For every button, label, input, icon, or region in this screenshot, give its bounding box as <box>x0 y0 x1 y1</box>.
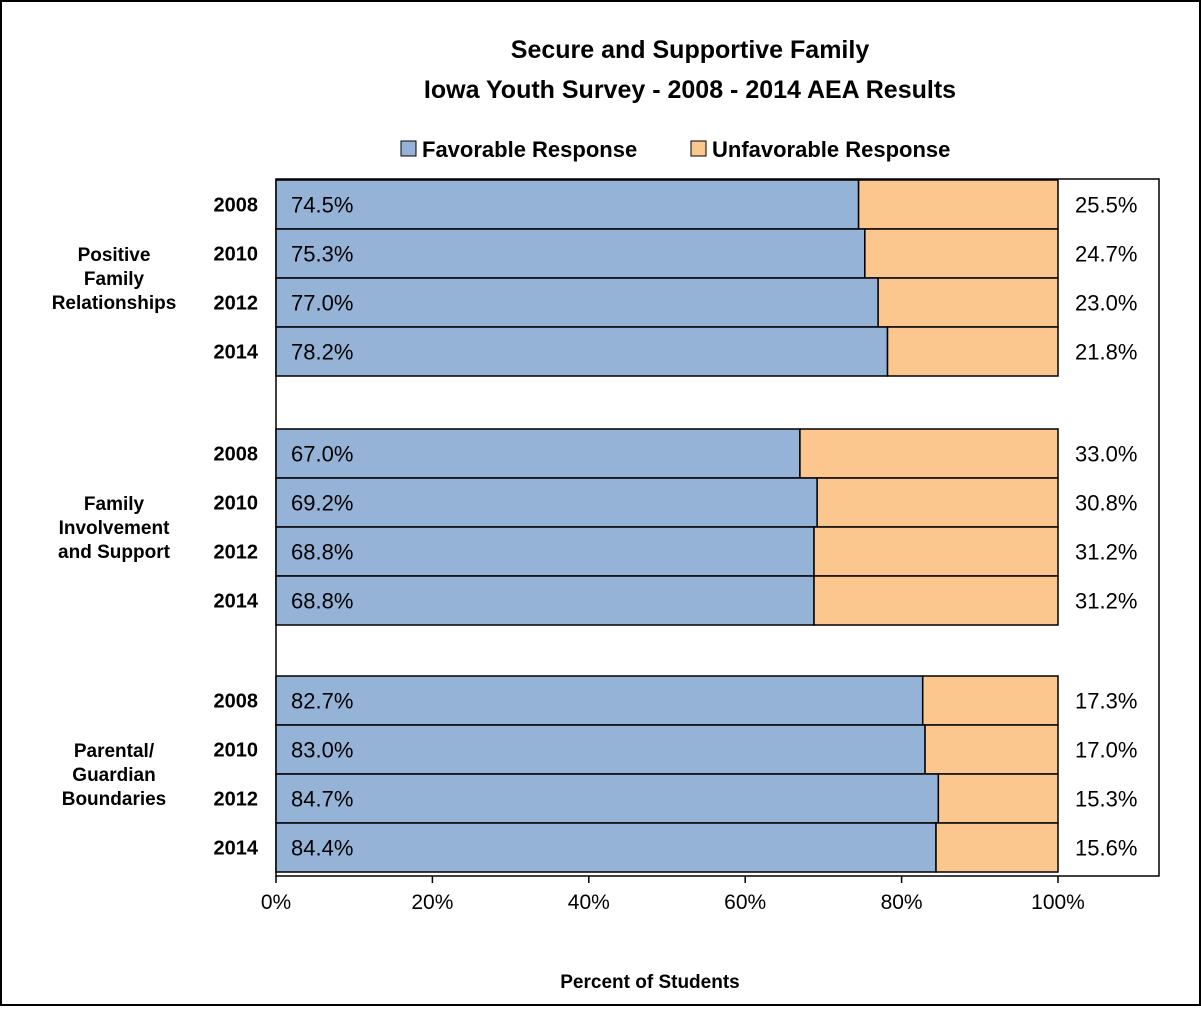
x-tick-label: 40% <box>568 891 610 914</box>
data-label-unfavorable: 31.2% <box>1075 540 1137 565</box>
group-label: Positive <box>78 245 151 266</box>
year-label: 2014 <box>214 838 259 860</box>
year-label: 2008 <box>214 691 259 713</box>
bar-unfavorable <box>813 575 1059 626</box>
bar-unfavorable <box>937 773 1059 824</box>
data-label-unfavorable: 25.5% <box>1075 193 1137 218</box>
data-label-favorable: 69.2% <box>291 491 353 516</box>
bar-unfavorable <box>877 277 1059 328</box>
data-label-favorable: 67.0% <box>291 442 353 467</box>
chart-title: Secure and Supportive Family <box>511 36 870 64</box>
group-label: Parental/ <box>74 741 155 762</box>
year-label: 2012 <box>214 293 259 315</box>
group-label: Boundaries <box>62 789 167 810</box>
bars <box>275 179 1059 873</box>
bar-unfavorable <box>921 675 1059 726</box>
group-label: Family <box>84 494 145 515</box>
bar-unfavorable <box>813 526 1059 577</box>
bar-favorable <box>275 724 926 775</box>
group-label: Involvement <box>59 518 171 539</box>
bar-favorable <box>275 277 879 328</box>
year-label: 2012 <box>214 789 259 811</box>
data-label-unfavorable: 17.3% <box>1075 689 1137 714</box>
legend-label-favorable: Favorable Response <box>422 137 637 162</box>
data-label-favorable: 68.8% <box>291 589 353 614</box>
legend-swatch-favorable <box>400 140 417 157</box>
year-label: 2010 <box>214 244 259 266</box>
data-label-unfavorable: 21.8% <box>1075 340 1137 365</box>
data-label-unfavorable: 15.6% <box>1075 836 1137 861</box>
chart-subtitle: Iowa Youth Survey - 2008 - 2014 AEA Resu… <box>424 76 956 104</box>
bar-favorable <box>275 575 815 626</box>
bar-favorable <box>275 477 818 528</box>
data-label-favorable: 82.7% <box>291 689 353 714</box>
data-label-unfavorable: 30.8% <box>1075 491 1137 516</box>
bar-favorable <box>275 228 866 279</box>
bar-unfavorable <box>886 326 1059 377</box>
data-label-favorable: 83.0% <box>291 738 353 763</box>
year-label: 2010 <box>214 493 259 515</box>
year-label: 2014 <box>214 591 259 613</box>
bar-unfavorable <box>857 179 1059 230</box>
group-label: Guardian <box>72 765 155 786</box>
x-tick-label: 100% <box>1031 891 1085 914</box>
year-label: 2012 <box>214 542 259 564</box>
bar-favorable <box>275 773 940 824</box>
legend-swatch-unfavorable <box>690 140 707 157</box>
year-label: 2008 <box>214 444 259 466</box>
x-axis: 0% 20% 40% 60% 80% 100% <box>261 876 1085 914</box>
bar-favorable <box>275 822 937 873</box>
bar-favorable <box>275 675 924 726</box>
x-axis-title: Percent of Students <box>560 972 739 993</box>
x-tick-label: 20% <box>411 891 453 914</box>
legend-label-unfavorable: Unfavorable Response <box>712 137 950 162</box>
data-label-unfavorable: 23.0% <box>1075 291 1137 316</box>
data-label-favorable: 84.4% <box>291 836 353 861</box>
data-label-favorable: 84.7% <box>291 787 353 812</box>
x-tick-label: 0% <box>261 891 291 914</box>
bar-unfavorable <box>816 477 1059 528</box>
bar-unfavorable <box>864 228 1059 279</box>
data-label-favorable: 74.5% <box>291 193 353 218</box>
data-label-favorable: 77.0% <box>291 291 353 316</box>
data-label-unfavorable: 33.0% <box>1075 442 1137 467</box>
bar-favorable <box>275 326 889 377</box>
data-label-favorable: 75.3% <box>291 242 353 267</box>
group-label: and Support <box>58 542 171 563</box>
data-labels: 74.5% 25.5% 2008 75.3% 24.7% 2010 77.0% 23.0% 20… <box>52 193 1138 861</box>
data-label-favorable: 78.2% <box>291 340 353 365</box>
data-label-favorable: 68.8% <box>291 540 353 565</box>
data-label-unfavorable: 24.7% <box>1075 242 1137 267</box>
group-label: Family <box>84 269 145 290</box>
x-tick-label: 60% <box>724 891 766 914</box>
bar-favorable <box>275 526 815 577</box>
data-label-unfavorable: 17.0% <box>1075 738 1137 763</box>
bar-unfavorable <box>935 822 1059 873</box>
bar-unfavorable <box>799 428 1059 479</box>
year-label: 2014 <box>214 342 259 364</box>
year-label: 2008 <box>214 195 259 217</box>
x-tick-label: 80% <box>881 891 923 914</box>
data-label-unfavorable: 15.3% <box>1075 787 1137 812</box>
group-label: Relationships <box>52 293 177 314</box>
data-label-unfavorable: 31.2% <box>1075 589 1137 614</box>
bar-favorable <box>275 179 860 230</box>
year-label: 2010 <box>214 740 259 762</box>
bar-favorable <box>275 428 801 479</box>
bar-unfavorable <box>924 724 1059 775</box>
legend: Favorable Response Unfavorable Response <box>400 137 950 162</box>
